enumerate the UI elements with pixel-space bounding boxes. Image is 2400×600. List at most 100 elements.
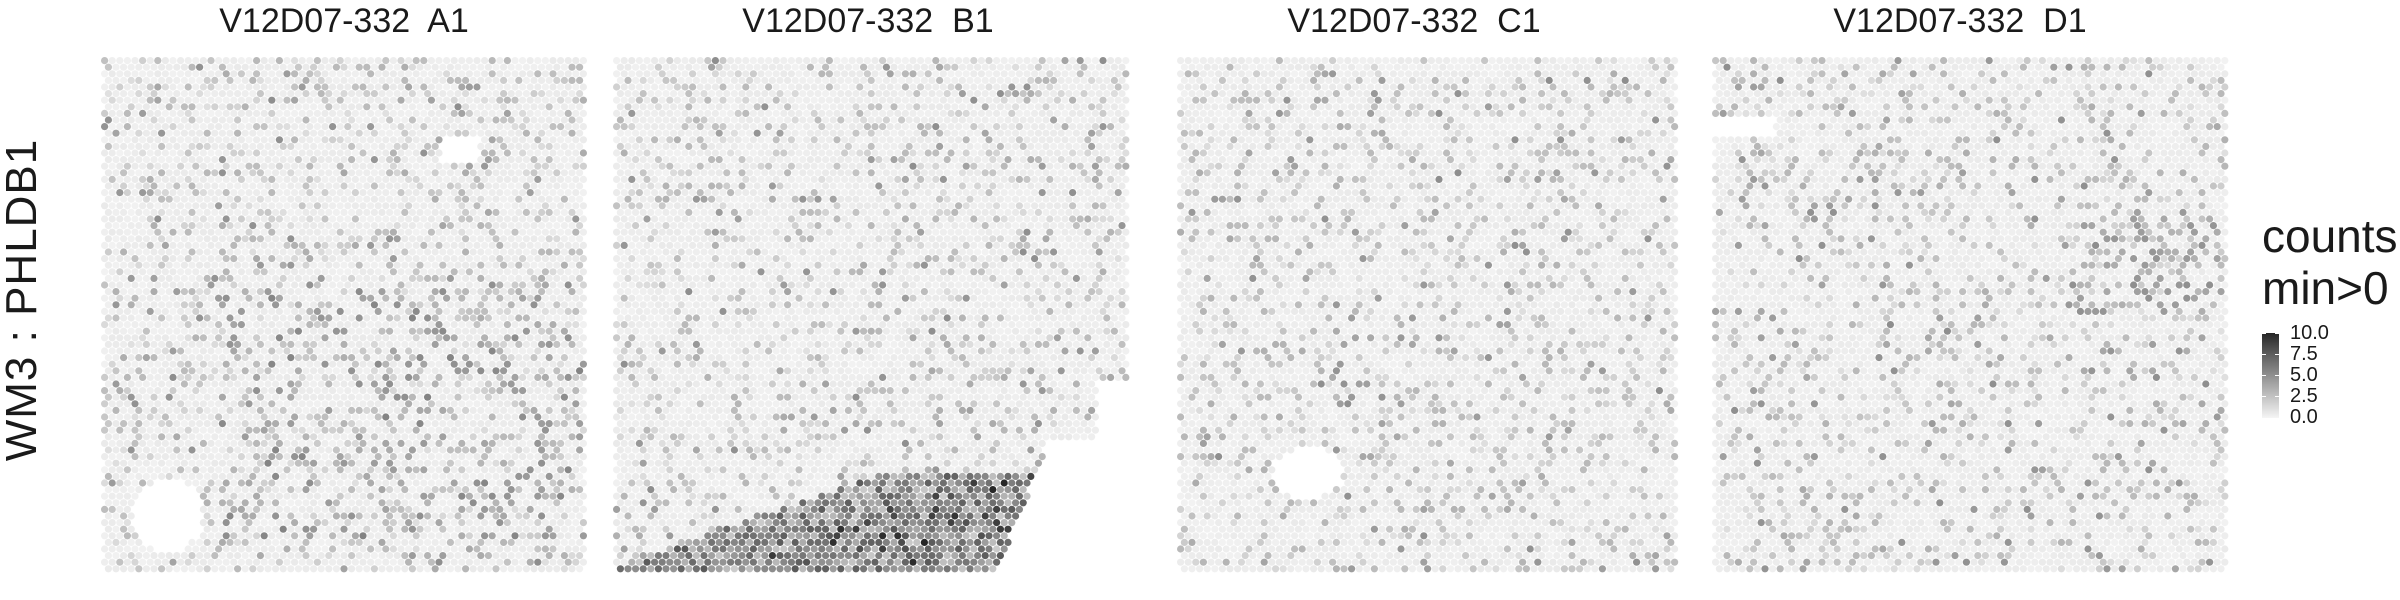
spot xyxy=(180,314,188,322)
spot xyxy=(215,321,223,329)
spot xyxy=(363,380,371,388)
spot xyxy=(481,505,489,513)
spot xyxy=(161,281,169,289)
spot xyxy=(161,136,169,144)
spot xyxy=(188,472,196,480)
spot xyxy=(534,123,542,131)
spot xyxy=(458,466,466,474)
spot xyxy=(332,314,340,322)
spot xyxy=(287,565,295,573)
spot xyxy=(454,459,462,467)
spot xyxy=(154,175,162,183)
spot xyxy=(196,301,204,309)
spot xyxy=(492,406,500,414)
spot xyxy=(344,413,352,421)
spot xyxy=(218,301,226,309)
spot xyxy=(393,406,401,414)
spot xyxy=(101,123,109,131)
spot xyxy=(443,294,451,302)
spot xyxy=(173,552,181,560)
spot xyxy=(439,538,447,546)
spot xyxy=(283,202,291,210)
spot xyxy=(382,215,390,223)
spot xyxy=(245,109,253,117)
spot xyxy=(260,96,268,104)
spot xyxy=(127,340,135,348)
spot xyxy=(519,83,527,91)
spot xyxy=(970,57,978,65)
spot xyxy=(298,492,306,500)
spot xyxy=(454,565,462,573)
spot xyxy=(313,96,321,104)
spot xyxy=(188,156,196,164)
spot xyxy=(443,215,451,223)
spot xyxy=(488,228,496,236)
spot xyxy=(199,228,207,236)
spot xyxy=(298,175,306,183)
spot xyxy=(572,123,580,131)
spot xyxy=(199,439,207,447)
spot xyxy=(515,182,523,190)
spot xyxy=(150,261,158,269)
spot xyxy=(431,182,439,190)
spot xyxy=(123,83,131,91)
spot xyxy=(268,281,276,289)
spot xyxy=(203,129,211,137)
spot xyxy=(230,400,238,408)
spot xyxy=(146,96,154,104)
spot xyxy=(549,413,557,421)
spot xyxy=(405,175,413,183)
spot xyxy=(234,380,242,388)
spot xyxy=(241,248,249,256)
spot xyxy=(572,202,580,210)
spot xyxy=(154,70,162,78)
spot xyxy=(116,492,124,500)
spot xyxy=(351,268,359,276)
spot xyxy=(253,268,261,276)
spot xyxy=(363,472,371,480)
spot xyxy=(564,175,572,183)
spot xyxy=(298,109,306,117)
spot xyxy=(306,387,314,395)
spot xyxy=(484,90,492,98)
spot xyxy=(507,538,515,546)
spot xyxy=(549,241,557,249)
spot xyxy=(579,413,587,421)
spot xyxy=(389,413,397,421)
spot xyxy=(325,169,333,177)
spot xyxy=(370,499,378,507)
spot xyxy=(378,525,386,533)
spot xyxy=(416,565,424,573)
spot xyxy=(579,505,587,513)
spot xyxy=(522,208,530,216)
spot xyxy=(279,486,287,494)
spot xyxy=(348,156,356,164)
spot xyxy=(545,565,553,573)
spot xyxy=(188,208,196,216)
spot xyxy=(473,255,481,263)
spot xyxy=(553,261,561,269)
spot xyxy=(283,321,291,329)
spot xyxy=(131,426,139,434)
spot xyxy=(465,519,473,527)
spot xyxy=(287,420,295,428)
spot xyxy=(245,294,253,302)
spot xyxy=(245,70,253,78)
spot xyxy=(256,156,264,164)
spot xyxy=(310,499,318,507)
spot xyxy=(215,466,223,474)
spot xyxy=(389,70,397,78)
spot xyxy=(431,248,439,256)
spot xyxy=(306,558,314,566)
spot xyxy=(154,413,162,421)
spot xyxy=(294,103,302,111)
spot xyxy=(530,142,538,150)
spot xyxy=(389,360,397,368)
spot xyxy=(367,281,375,289)
spot xyxy=(500,486,508,494)
spot xyxy=(500,169,508,177)
spot xyxy=(161,57,169,65)
spot xyxy=(264,354,272,362)
spot xyxy=(336,109,344,117)
spot xyxy=(530,525,538,533)
